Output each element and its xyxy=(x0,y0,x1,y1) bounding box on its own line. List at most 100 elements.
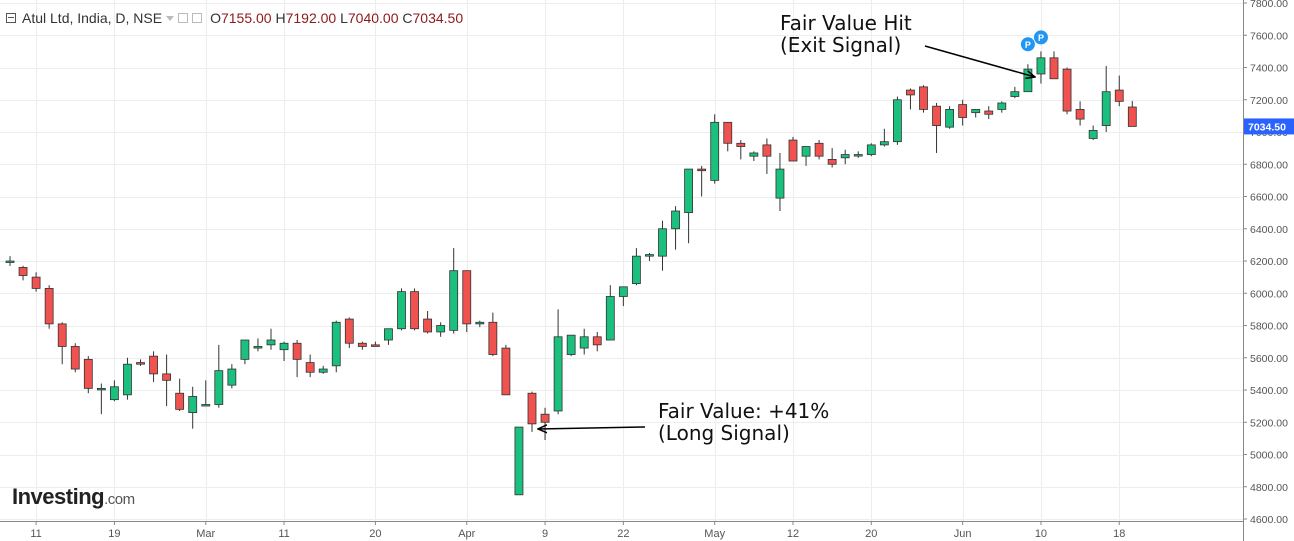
candle xyxy=(253,338,263,352)
price-marker-label: P xyxy=(1025,40,1031,50)
candle-body xyxy=(227,368,237,386)
candle-body xyxy=(658,228,667,257)
settings-icon[interactable] xyxy=(178,13,189,23)
candle-body xyxy=(840,154,850,159)
candle-body xyxy=(149,355,158,375)
candle-body xyxy=(136,362,145,365)
x-tick-label: 22 xyxy=(617,528,629,540)
candle-body xyxy=(1075,109,1085,120)
candle-body xyxy=(566,334,576,355)
candle xyxy=(553,309,563,415)
symbol-title[interactable]: Atul Ltd, India, D, NSE xyxy=(22,10,163,26)
candle xyxy=(110,380,119,402)
candle-body xyxy=(919,86,928,110)
candle xyxy=(618,286,628,307)
candle xyxy=(488,312,498,357)
candle-body xyxy=(723,121,733,144)
candle-body xyxy=(449,270,459,331)
candle-body xyxy=(906,89,915,96)
candle-body xyxy=(5,260,15,263)
candle xyxy=(436,322,446,337)
x-tick-label: 12 xyxy=(787,528,799,540)
candle xyxy=(997,101,1007,113)
candle-body xyxy=(475,321,485,325)
candle-body xyxy=(214,370,224,405)
candle-body xyxy=(1127,106,1137,127)
candle xyxy=(749,151,759,162)
y-tick-label: 5400.00 xyxy=(1250,385,1288,397)
exit-arrow xyxy=(924,45,1035,77)
candle-body xyxy=(893,99,902,143)
candle-body xyxy=(83,358,93,389)
candle xyxy=(762,138,772,174)
candle xyxy=(592,331,602,352)
candle-body xyxy=(762,144,772,157)
y-tick-label: 5200.00 xyxy=(1250,417,1288,429)
candle-body xyxy=(370,344,380,347)
y-tick-label: 6800.00 xyxy=(1250,159,1288,171)
candle-body xyxy=(1010,91,1020,97)
hide-icon[interactable] xyxy=(192,13,203,23)
candle xyxy=(462,270,472,332)
candle xyxy=(188,386,198,429)
candle-body xyxy=(57,323,67,347)
long-signal-annotation: Fair Value: +41% (Long Signal) xyxy=(658,400,829,444)
candle-body xyxy=(266,339,276,346)
candle xyxy=(984,106,994,120)
price-marker-icon xyxy=(1033,30,1048,45)
candle xyxy=(344,317,354,349)
candle-body xyxy=(736,142,746,147)
x-tick-label: 20 xyxy=(865,528,877,540)
x-tick-label: 20 xyxy=(369,528,381,540)
investing-logo: Investing.com xyxy=(12,484,135,510)
candle xyxy=(710,114,720,184)
collapse-icon[interactable] xyxy=(6,13,16,23)
exit-line2: (Exit Signal) xyxy=(780,33,902,57)
candle xyxy=(958,99,968,126)
candle-body xyxy=(827,159,837,165)
candle-body xyxy=(540,413,550,423)
candle-body xyxy=(997,102,1007,110)
candle xyxy=(736,140,746,160)
candle xyxy=(162,354,172,407)
long-line2: (Long Signal) xyxy=(658,421,790,445)
candle-body xyxy=(1114,89,1124,102)
candle-body xyxy=(357,342,367,347)
y-tick-label: 5000.00 xyxy=(1250,450,1288,462)
candle xyxy=(136,359,145,366)
x-tick-label: Jun xyxy=(954,528,972,540)
candle-body xyxy=(162,373,172,381)
y-tick-label: 7600.00 xyxy=(1250,30,1288,42)
candle xyxy=(1036,51,1046,84)
candle-body xyxy=(645,254,654,257)
current-price-tag xyxy=(1244,118,1294,135)
candle-body xyxy=(123,363,132,396)
candle xyxy=(1127,101,1137,127)
chevron-down-icon[interactable] xyxy=(166,15,175,21)
candle xyxy=(945,106,954,129)
candle xyxy=(201,380,211,407)
low-label: L xyxy=(340,10,348,26)
candle xyxy=(123,357,132,400)
candle-body xyxy=(632,255,641,284)
candle xyxy=(5,256,15,266)
candle xyxy=(1114,75,1124,107)
candle xyxy=(266,328,276,350)
candle-body xyxy=(958,104,968,118)
y-tick-label: 4600.00 xyxy=(1250,514,1288,526)
candle-body xyxy=(1062,68,1072,112)
candle xyxy=(1049,51,1059,80)
candle-body xyxy=(853,154,863,157)
candle-body xyxy=(618,286,628,297)
candle xyxy=(96,383,106,415)
ohlc-readout: O7155.00 H7192.00 L7040.00 C7034.50 xyxy=(210,10,463,26)
candle-body xyxy=(253,346,263,349)
y-tick-label: 5600.00 xyxy=(1250,353,1288,365)
exit-line1: Fair Value Hit xyxy=(780,11,912,35)
candle-body xyxy=(775,168,785,199)
candle xyxy=(1062,67,1072,115)
candle xyxy=(514,426,524,496)
candle-body xyxy=(605,296,615,341)
long-arrow xyxy=(538,427,646,429)
